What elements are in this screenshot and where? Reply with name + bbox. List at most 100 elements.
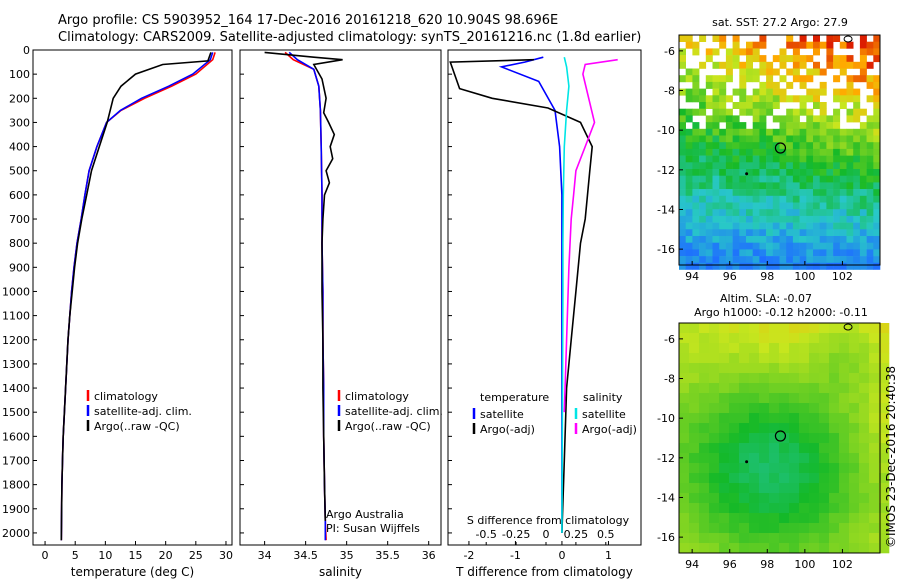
map-cell (786, 202, 794, 210)
map-cell (719, 115, 727, 123)
map-cell (759, 61, 767, 69)
map-cell (879, 333, 890, 344)
map-cell (859, 135, 867, 143)
map-cell (806, 128, 814, 136)
map-cell (859, 175, 867, 183)
map-cell (739, 383, 750, 394)
map-cell (769, 413, 780, 424)
map-cell (799, 55, 807, 63)
map-cell (759, 128, 767, 136)
map-cell (786, 95, 794, 103)
map-cell (786, 236, 794, 243)
island-marker (843, 323, 853, 331)
map-cell (759, 523, 770, 534)
map-cell (725, 135, 733, 143)
map-cell (749, 473, 760, 484)
map-cell (759, 195, 767, 203)
map-cell (839, 95, 847, 103)
map-cell (699, 473, 710, 484)
map-cell (766, 195, 774, 203)
map-cell (799, 523, 810, 534)
map-cell (749, 503, 760, 514)
map-cell (766, 81, 774, 89)
map-cell (766, 108, 774, 116)
map-cell (689, 423, 700, 434)
map-cell (749, 373, 760, 384)
map-x-tick-label: 102 (832, 558, 853, 571)
legend-label: climatology (94, 390, 158, 403)
map-cell (833, 122, 841, 130)
map-cell (806, 175, 814, 183)
map-cell (685, 229, 693, 237)
series-line-satellite (561, 57, 570, 533)
map-cell (859, 75, 867, 83)
map-cell (839, 413, 850, 424)
legend-label: satellite-adj. clim. (94, 405, 192, 418)
map-cell (826, 189, 834, 197)
map-cell (699, 209, 707, 217)
map-cell (719, 249, 727, 257)
map-cell (752, 108, 760, 116)
map-cell (705, 242, 713, 250)
map-cell (799, 503, 810, 514)
map-cell (859, 215, 867, 223)
map-cell (819, 128, 827, 136)
map-cell (725, 209, 733, 217)
map-cell (689, 463, 700, 474)
map-cell (806, 88, 814, 96)
map-cell (772, 155, 780, 163)
map-cell (839, 236, 847, 243)
map-cell (806, 115, 814, 123)
map-cell (829, 513, 840, 524)
map-cell (853, 189, 861, 197)
map-cell (799, 155, 807, 163)
legend-label: Argo(..raw -QC) (94, 420, 180, 433)
map-cell (846, 61, 854, 69)
map-cell (779, 393, 790, 404)
map-cell (779, 543, 790, 554)
map-cell (699, 513, 710, 524)
map-cell (712, 102, 720, 109)
map-cell (749, 513, 760, 524)
map-cell (759, 55, 767, 63)
map-y-tick-label: -14 (657, 203, 675, 216)
map-cell (719, 41, 727, 49)
map-cell (769, 533, 780, 544)
map-cell (806, 95, 814, 103)
map-cell (819, 222, 827, 230)
map-cell (729, 433, 740, 444)
map-cell (806, 68, 814, 76)
map-cell (739, 473, 750, 484)
map-cell (839, 493, 850, 504)
map-cell (846, 88, 854, 96)
x-tick-label: 20 (159, 549, 173, 562)
map-cell (819, 122, 827, 130)
map-cell (746, 209, 753, 217)
map-cell (719, 443, 730, 454)
map-cell (705, 175, 713, 183)
map-cell (739, 249, 747, 257)
map-cell (719, 533, 730, 544)
y-tick-label: 600 (9, 189, 30, 202)
map-cell (759, 95, 767, 103)
map-cell (779, 413, 790, 424)
map-cell (732, 148, 740, 156)
map-cell (712, 122, 720, 130)
map-cell (819, 88, 827, 96)
map-cell (729, 543, 740, 554)
map-cell (839, 343, 850, 354)
map-cell (739, 423, 750, 434)
map-cell (752, 142, 760, 150)
map-field-1 (679, 35, 881, 270)
map-cell (732, 249, 740, 257)
map-cell (719, 363, 730, 374)
map-cell (849, 423, 860, 434)
map-cell (839, 61, 847, 69)
map-cell (792, 75, 800, 83)
map-cell (779, 423, 790, 434)
map-cell (709, 543, 720, 554)
map-cell (719, 135, 727, 143)
map-cell (859, 373, 870, 384)
map-cell (766, 95, 774, 103)
map-cell (819, 215, 827, 223)
